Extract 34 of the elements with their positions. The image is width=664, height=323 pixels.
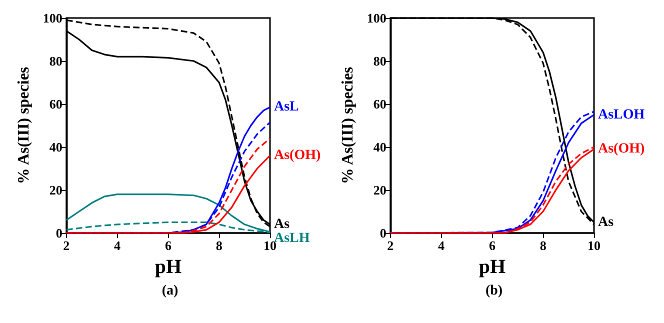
- y-tick-label: 80: [373, 54, 386, 68]
- y-tick-label: 100: [42, 10, 62, 26]
- x-axis-title: pH: [154, 256, 182, 278]
- y-tick-label: 60: [49, 96, 62, 112]
- x-axis-title: pH: [478, 256, 506, 278]
- x-tick-label: 6: [164, 238, 172, 253]
- y-tick-label: 0: [380, 226, 386, 240]
- y-tick-label: 0: [56, 226, 62, 240]
- y-tick-label: 40: [373, 140, 386, 154]
- y-tick-label: 20: [49, 182, 62, 198]
- series-label: AsL: [274, 100, 299, 115]
- series-label: As: [598, 214, 614, 230]
- y-tick-label: 80: [49, 54, 62, 68]
- x-tick-label: 10: [588, 238, 600, 253]
- text: (a): [162, 284, 178, 298]
- y-tick-label: 40: [49, 140, 62, 154]
- x-tick-label: 2: [63, 238, 70, 253]
- x-tick-label: 8: [540, 238, 547, 253]
- series-label: As(OH): [274, 148, 321, 164]
- x-tick-label: 6: [488, 238, 496, 253]
- x-tick-label: 2: [387, 238, 394, 253]
- y-tick-label: 60: [373, 96, 386, 112]
- series-label: AsLOH: [598, 107, 645, 122]
- x-tick-label: 4: [438, 238, 446, 253]
- series-label: As(OH): [598, 142, 645, 157]
- x-tick-label: 8: [216, 238, 223, 253]
- y-axis-title: % As(III) species: [16, 66, 32, 184]
- x-tick-label: 4: [114, 238, 122, 253]
- text: (b): [485, 284, 503, 298]
- y-tick-label: 20: [373, 182, 386, 198]
- y-axis-title: % As(III) species: [340, 66, 356, 184]
- series-label: As: [274, 216, 290, 232]
- y-tick-label: 100: [366, 10, 386, 26]
- x-tick-label: 10: [264, 238, 276, 253]
